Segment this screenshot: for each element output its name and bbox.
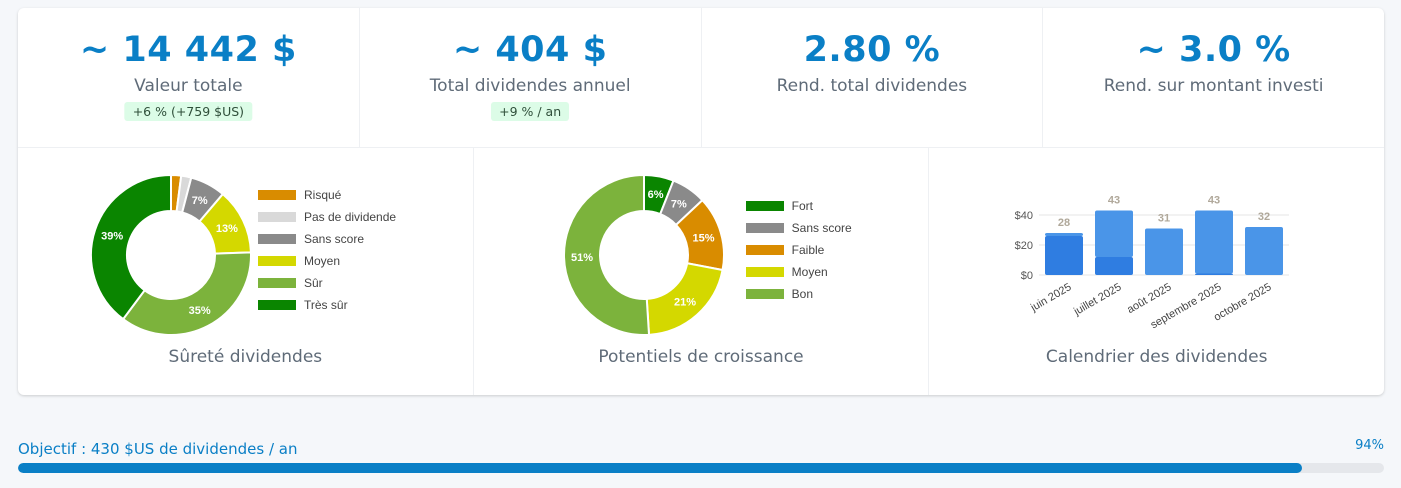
legend-swatch bbox=[745, 289, 784, 299]
slice-label: 39% bbox=[101, 230, 123, 242]
legend-item: Sûr bbox=[258, 272, 396, 294]
bar bbox=[1145, 228, 1184, 275]
x-tick-label: juin 2025 bbox=[1028, 281, 1074, 314]
stat-total-dividendes: ~ 404 $ Total dividendes annuel +9 % / a… bbox=[360, 8, 702, 147]
surete-donut-chart: 7% 13% 35% 39% bbox=[90, 173, 252, 336]
goal-progress-fill bbox=[18, 463, 1303, 473]
panel-surete: 7% 13% 35% 39% Risqué Pas de dividende Sans s… bbox=[18, 147, 474, 395]
stat-label: Valeur totale bbox=[134, 76, 243, 96]
legend-swatch bbox=[258, 190, 296, 200]
legend-swatch bbox=[745, 245, 784, 255]
legend-item: Faible bbox=[745, 239, 852, 261]
goal-progress: Objectif : 430 $US de dividendes / an 94… bbox=[18, 438, 1384, 478]
x-tick-label: juillet 2025 bbox=[1071, 281, 1123, 318]
legend-swatch bbox=[258, 300, 296, 310]
legend-label: Sans score bbox=[304, 232, 365, 246]
legend-label: Moyen bbox=[304, 254, 341, 268]
bar-total-label: 43 bbox=[1108, 195, 1120, 207]
slice-label: 6% bbox=[647, 189, 663, 201]
legend-item: Pas de dividende bbox=[258, 206, 396, 228]
bar bbox=[1195, 210, 1234, 274]
slice-label: 35% bbox=[189, 305, 211, 317]
bar-total-label: 43 bbox=[1208, 195, 1220, 207]
goal-progress-track bbox=[18, 463, 1384, 473]
bar bbox=[1045, 233, 1084, 236]
slice-label: 7% bbox=[192, 195, 208, 207]
legend-item: Risqué bbox=[258, 184, 396, 206]
slice-label: 15% bbox=[692, 233, 714, 245]
croissance-donut-chart: 6% 7% 15% 21% 51% bbox=[562, 173, 725, 336]
legend-item: Bon bbox=[745, 283, 852, 305]
donut-slice bbox=[90, 173, 172, 321]
panel-title: Sûreté dividendes bbox=[168, 347, 323, 367]
bar-total-label: 32 bbox=[1258, 211, 1270, 223]
stat-valeur-totale: ~ 14 442 $ Valeur totale +6 % (+759 $US) bbox=[18, 8, 360, 147]
legend-item: Sans score bbox=[745, 217, 852, 239]
donut-slice bbox=[121, 251, 252, 336]
legend-swatch bbox=[258, 278, 296, 288]
legend-swatch bbox=[745, 223, 784, 233]
legend-item: Moyen bbox=[745, 261, 852, 283]
bar-total-label: 28 bbox=[1058, 217, 1070, 229]
bar bbox=[1095, 257, 1134, 275]
stat-label: Rend. sur montant investi bbox=[1103, 76, 1324, 96]
stat-rend-investi: ~ 3.0 % Rend. sur montant investi bbox=[1043, 8, 1384, 147]
slice-label: 21% bbox=[674, 297, 696, 309]
stat-rend-total: 2.80 % Rend. total dividendes bbox=[702, 8, 1044, 147]
legend-label: Bon bbox=[791, 287, 814, 301]
legend-swatch bbox=[745, 201, 784, 211]
y-tick-label: $20 bbox=[1015, 240, 1033, 252]
dashboard-card: ~ 14 442 $ Valeur totale +6 % (+759 $US)… bbox=[18, 8, 1384, 395]
stat-value: ~ 404 $ bbox=[452, 30, 608, 70]
bar bbox=[1195, 273, 1234, 275]
y-tick-label: $40 bbox=[1015, 210, 1033, 222]
legend-label: Sûr bbox=[304, 276, 323, 290]
slice-label: 51% bbox=[571, 252, 593, 264]
legend-swatch bbox=[258, 234, 296, 244]
legend-item: Fort bbox=[745, 195, 852, 217]
bar bbox=[1045, 236, 1084, 275]
panel-croissance: 6% 7% 15% 21% 51% Fort Sans score Faible Moyen B… bbox=[474, 147, 930, 395]
legend-label: Très sûr bbox=[304, 298, 348, 312]
panel-title: Potentiels de croissance bbox=[598, 347, 804, 367]
bar bbox=[1245, 227, 1284, 275]
stat-value: 2.80 % bbox=[803, 30, 941, 70]
stat-value: ~ 3.0 % bbox=[1136, 30, 1291, 70]
panel-calendrier: $0 $20 $40 28 juin 2025 43 juillet 2025 31 août … bbox=[929, 147, 1384, 395]
stat-label: Rend. total dividendes bbox=[776, 76, 968, 96]
legend-swatch bbox=[745, 267, 784, 277]
legend-swatch bbox=[258, 212, 296, 222]
goal-label: Objectif : 430 $US de dividendes / an bbox=[18, 440, 298, 458]
legend-label: Risqué bbox=[304, 188, 342, 202]
stats-row: ~ 14 442 $ Valeur totale +6 % (+759 $US)… bbox=[18, 8, 1384, 148]
stat-value: ~ 14 442 $ bbox=[79, 30, 297, 70]
donut-slice bbox=[562, 173, 650, 336]
croissance-legend: Fort Sans score Faible Moyen Bon bbox=[745, 195, 852, 305]
goal-percent: 94% bbox=[1355, 438, 1384, 453]
slice-label: 7% bbox=[671, 199, 687, 211]
legend-label: Moyen bbox=[791, 265, 828, 279]
legend-label: Pas de dividende bbox=[304, 210, 397, 224]
slice-label: 13% bbox=[216, 223, 238, 235]
bar bbox=[1095, 210, 1134, 257]
legend-label: Sans score bbox=[791, 221, 852, 235]
legend-label: Fort bbox=[791, 199, 814, 213]
stat-label: Total dividendes annuel bbox=[429, 76, 631, 96]
stat-badge: +9 % / an bbox=[491, 102, 570, 121]
legend-item: Très sûr bbox=[258, 294, 396, 316]
legend-item: Sans score bbox=[258, 228, 396, 250]
legend-label: Faible bbox=[791, 243, 825, 257]
stat-badge: +6 % (+759 $US) bbox=[124, 102, 253, 121]
charts-row: 7% 13% 35% 39% Risqué Pas de dividende Sans s… bbox=[18, 147, 1384, 395]
y-tick-label: $0 bbox=[1021, 270, 1033, 282]
legend-item: Moyen bbox=[258, 250, 396, 272]
panel-title: Calendrier des dividendes bbox=[1045, 347, 1268, 367]
legend-swatch bbox=[258, 256, 296, 266]
bar-total-label: 31 bbox=[1158, 213, 1170, 225]
surete-legend: Risqué Pas de dividende Sans score Moyen Sûr… bbox=[258, 184, 396, 316]
